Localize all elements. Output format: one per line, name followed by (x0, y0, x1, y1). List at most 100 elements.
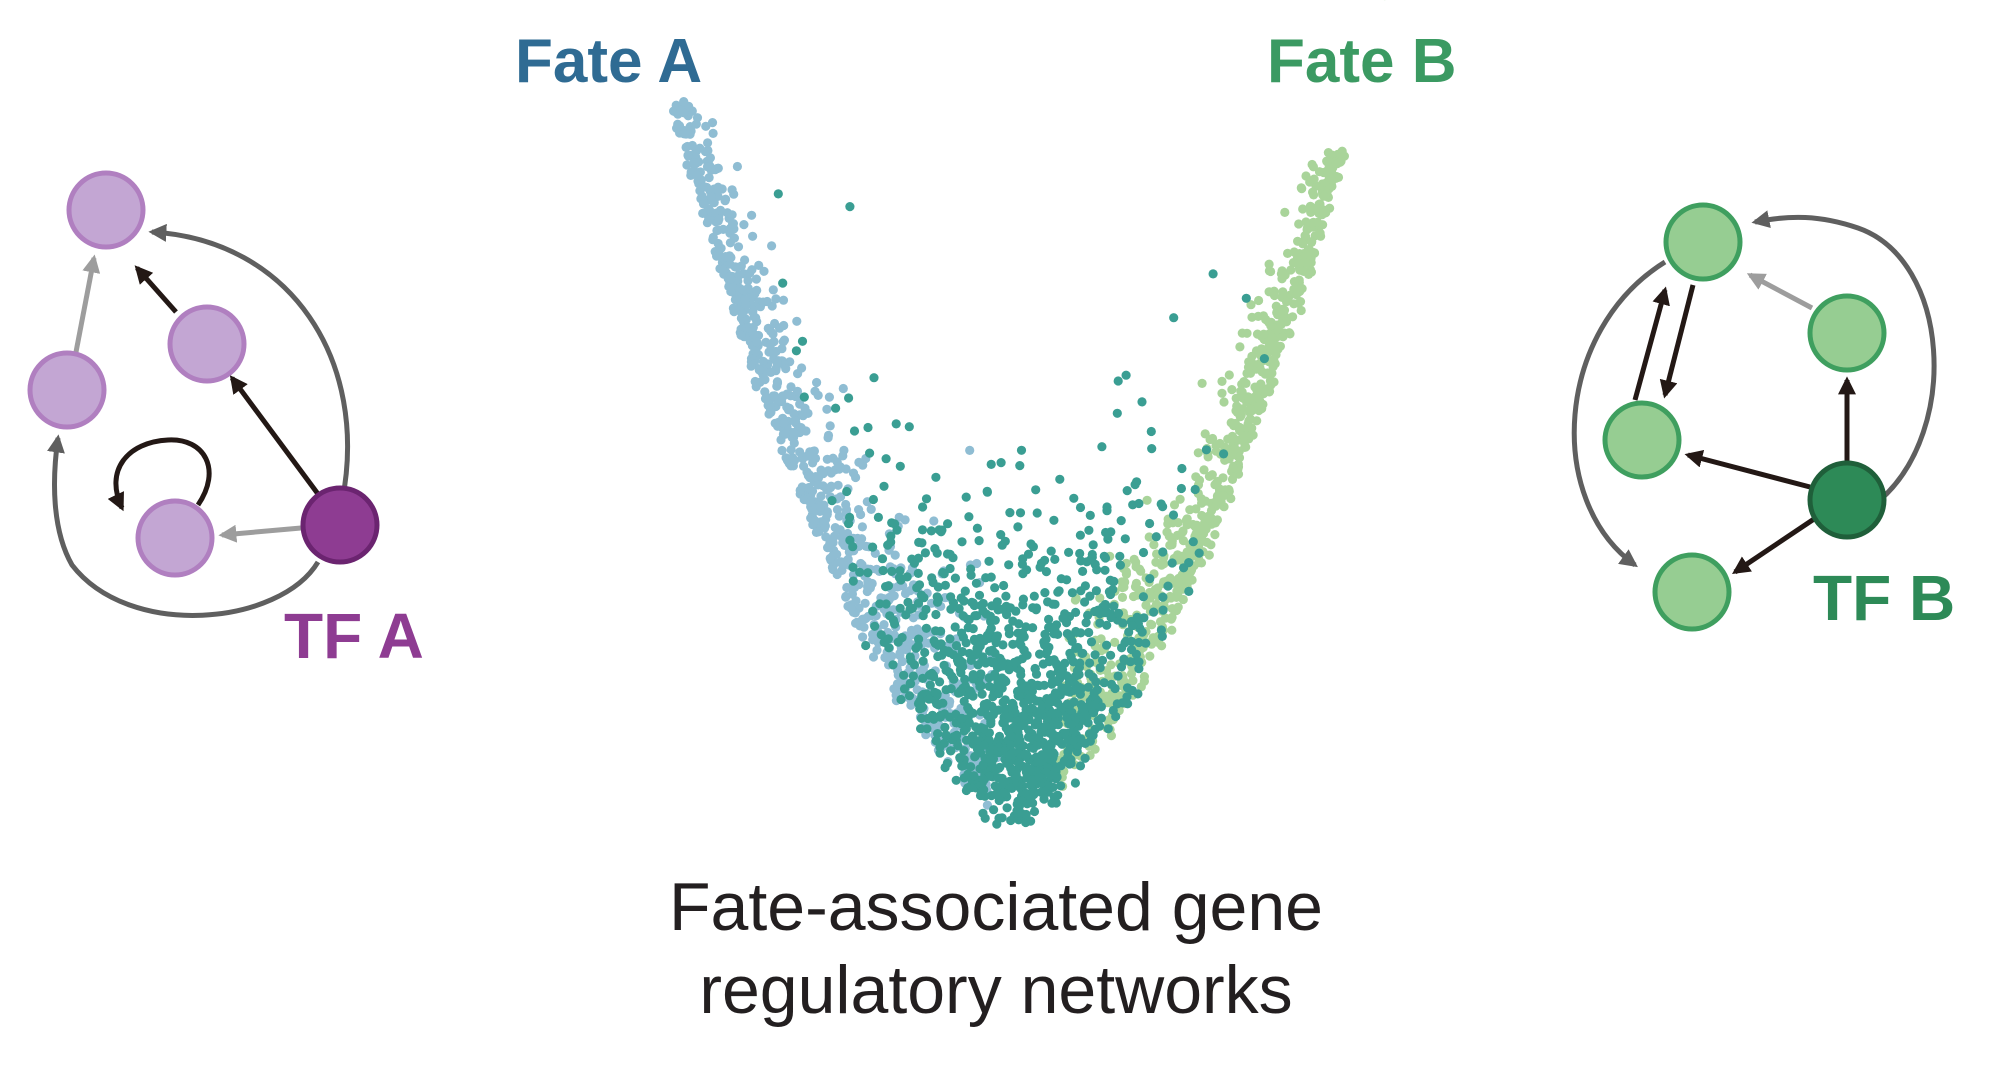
cell-point (990, 781, 1000, 791)
cell-point (1031, 485, 1041, 495)
cell-point (933, 729, 943, 739)
cell-point (1188, 537, 1198, 547)
cell-point (887, 566, 897, 577)
cell-point (1041, 567, 1051, 577)
cell-point (1045, 728, 1055, 738)
cell-point (1041, 649, 1051, 659)
cell-point (921, 623, 932, 633)
cell-point (1035, 757, 1046, 767)
cell-point (989, 657, 999, 668)
cell-point (897, 656, 907, 667)
cell-point (1070, 778, 1080, 788)
cell-point (883, 540, 893, 550)
cell-point (959, 596, 969, 606)
cell-point (986, 623, 996, 633)
cell-point (1062, 713, 1072, 723)
cell-point (743, 276, 753, 286)
cell-point (1054, 586, 1064, 596)
cell-point (893, 582, 903, 592)
cell-point (972, 744, 983, 755)
cell-point (1016, 721, 1027, 731)
cell-point (1309, 248, 1319, 258)
cell-point (879, 620, 889, 630)
cell-point (1166, 593, 1176, 603)
cell-point (1151, 532, 1161, 542)
cell-point (1128, 591, 1139, 602)
cell-point (1050, 599, 1060, 609)
cell-point (978, 606, 988, 616)
cell-point (1005, 750, 1015, 760)
cell-point (1013, 522, 1023, 532)
edge-target-left-to-target-top (73, 254, 101, 353)
cell-point (994, 688, 1004, 699)
cell-point (838, 383, 848, 394)
cell-point (856, 558, 866, 569)
cell-point (713, 163, 723, 173)
cell-point (899, 684, 910, 694)
cell-point (683, 150, 693, 160)
cell-point (881, 599, 891, 609)
cell-point (967, 731, 978, 741)
cell-point (810, 453, 821, 463)
cell-point (1113, 671, 1123, 681)
cell-point (1083, 682, 1093, 692)
cell-point (1176, 483, 1186, 494)
cell-point (913, 641, 923, 651)
cell-point (951, 731, 961, 741)
cell-point (1196, 558, 1207, 568)
cell-point (1157, 560, 1167, 570)
cell-point (778, 392, 788, 402)
cell-point (1099, 678, 1109, 688)
cell-point (1149, 607, 1159, 617)
tf-b-target-bottom-node (1652, 552, 1732, 632)
cell-point (1075, 761, 1086, 771)
cell-point (750, 330, 761, 340)
cell-point (1164, 531, 1174, 541)
edge-tfb-to-target-bottom (1732, 512, 1822, 575)
cell-point (1193, 448, 1203, 458)
cell-point (810, 516, 820, 526)
tf-b-target-right-node (1807, 293, 1887, 373)
cell-point (987, 601, 997, 611)
cell-point (1103, 724, 1113, 734)
cell-point (823, 433, 833, 443)
cell-point (935, 677, 945, 687)
cell-point (1080, 753, 1090, 763)
cell-point (778, 278, 788, 288)
cell-point (1278, 332, 1288, 342)
cell-point (1103, 534, 1113, 544)
cell-point (1115, 551, 1125, 561)
cell-point (845, 512, 855, 523)
cell-point (764, 347, 774, 357)
cell-point (1067, 588, 1077, 598)
cell-point (842, 486, 852, 497)
cell-point (936, 626, 946, 636)
cell-point (890, 619, 900, 629)
cell-point (1246, 300, 1256, 310)
cell-point (957, 761, 967, 771)
cell-point (702, 162, 713, 172)
cell-point (765, 340, 776, 350)
cell-point (1268, 362, 1278, 372)
cell-point (1075, 734, 1085, 744)
cell-point (1044, 699, 1054, 709)
cell-point (1173, 577, 1183, 587)
cell-point (977, 689, 987, 699)
cell-point (1266, 380, 1276, 390)
cell-point (1227, 385, 1237, 395)
cell-point (674, 121, 685, 131)
cell-point (1014, 758, 1024, 768)
cell-point (1085, 658, 1095, 668)
cell-point (1141, 638, 1151, 648)
cell-point (1203, 452, 1213, 462)
cell-point (1144, 532, 1154, 542)
cell-point (772, 377, 783, 387)
cell-point (1056, 574, 1066, 584)
cell-point (715, 205, 726, 215)
cell-point (1201, 445, 1211, 455)
cell-point (924, 694, 934, 704)
cell-point (945, 563, 955, 574)
cell-point (773, 189, 783, 199)
cell-point (1068, 736, 1078, 746)
cell-point (1167, 538, 1177, 548)
